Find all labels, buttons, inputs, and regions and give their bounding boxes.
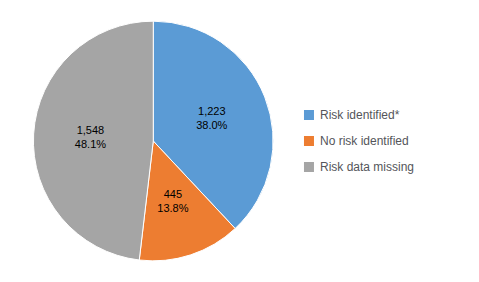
svg-text:No risk identified: No risk identified <box>320 134 409 148</box>
svg-text:1,223: 1,223 <box>198 105 226 117</box>
svg-text:38.0%: 38.0% <box>196 119 227 131</box>
svg-text:445: 445 <box>164 188 182 200</box>
svg-text:Risk data missing: Risk data missing <box>320 160 414 174</box>
svg-text:1,548: 1,548 <box>77 124 105 136</box>
svg-text:13.8%: 13.8% <box>157 202 188 214</box>
svg-text:Risk identified*: Risk identified* <box>320 108 400 122</box>
svg-text:48.1%: 48.1% <box>75 138 106 150</box>
